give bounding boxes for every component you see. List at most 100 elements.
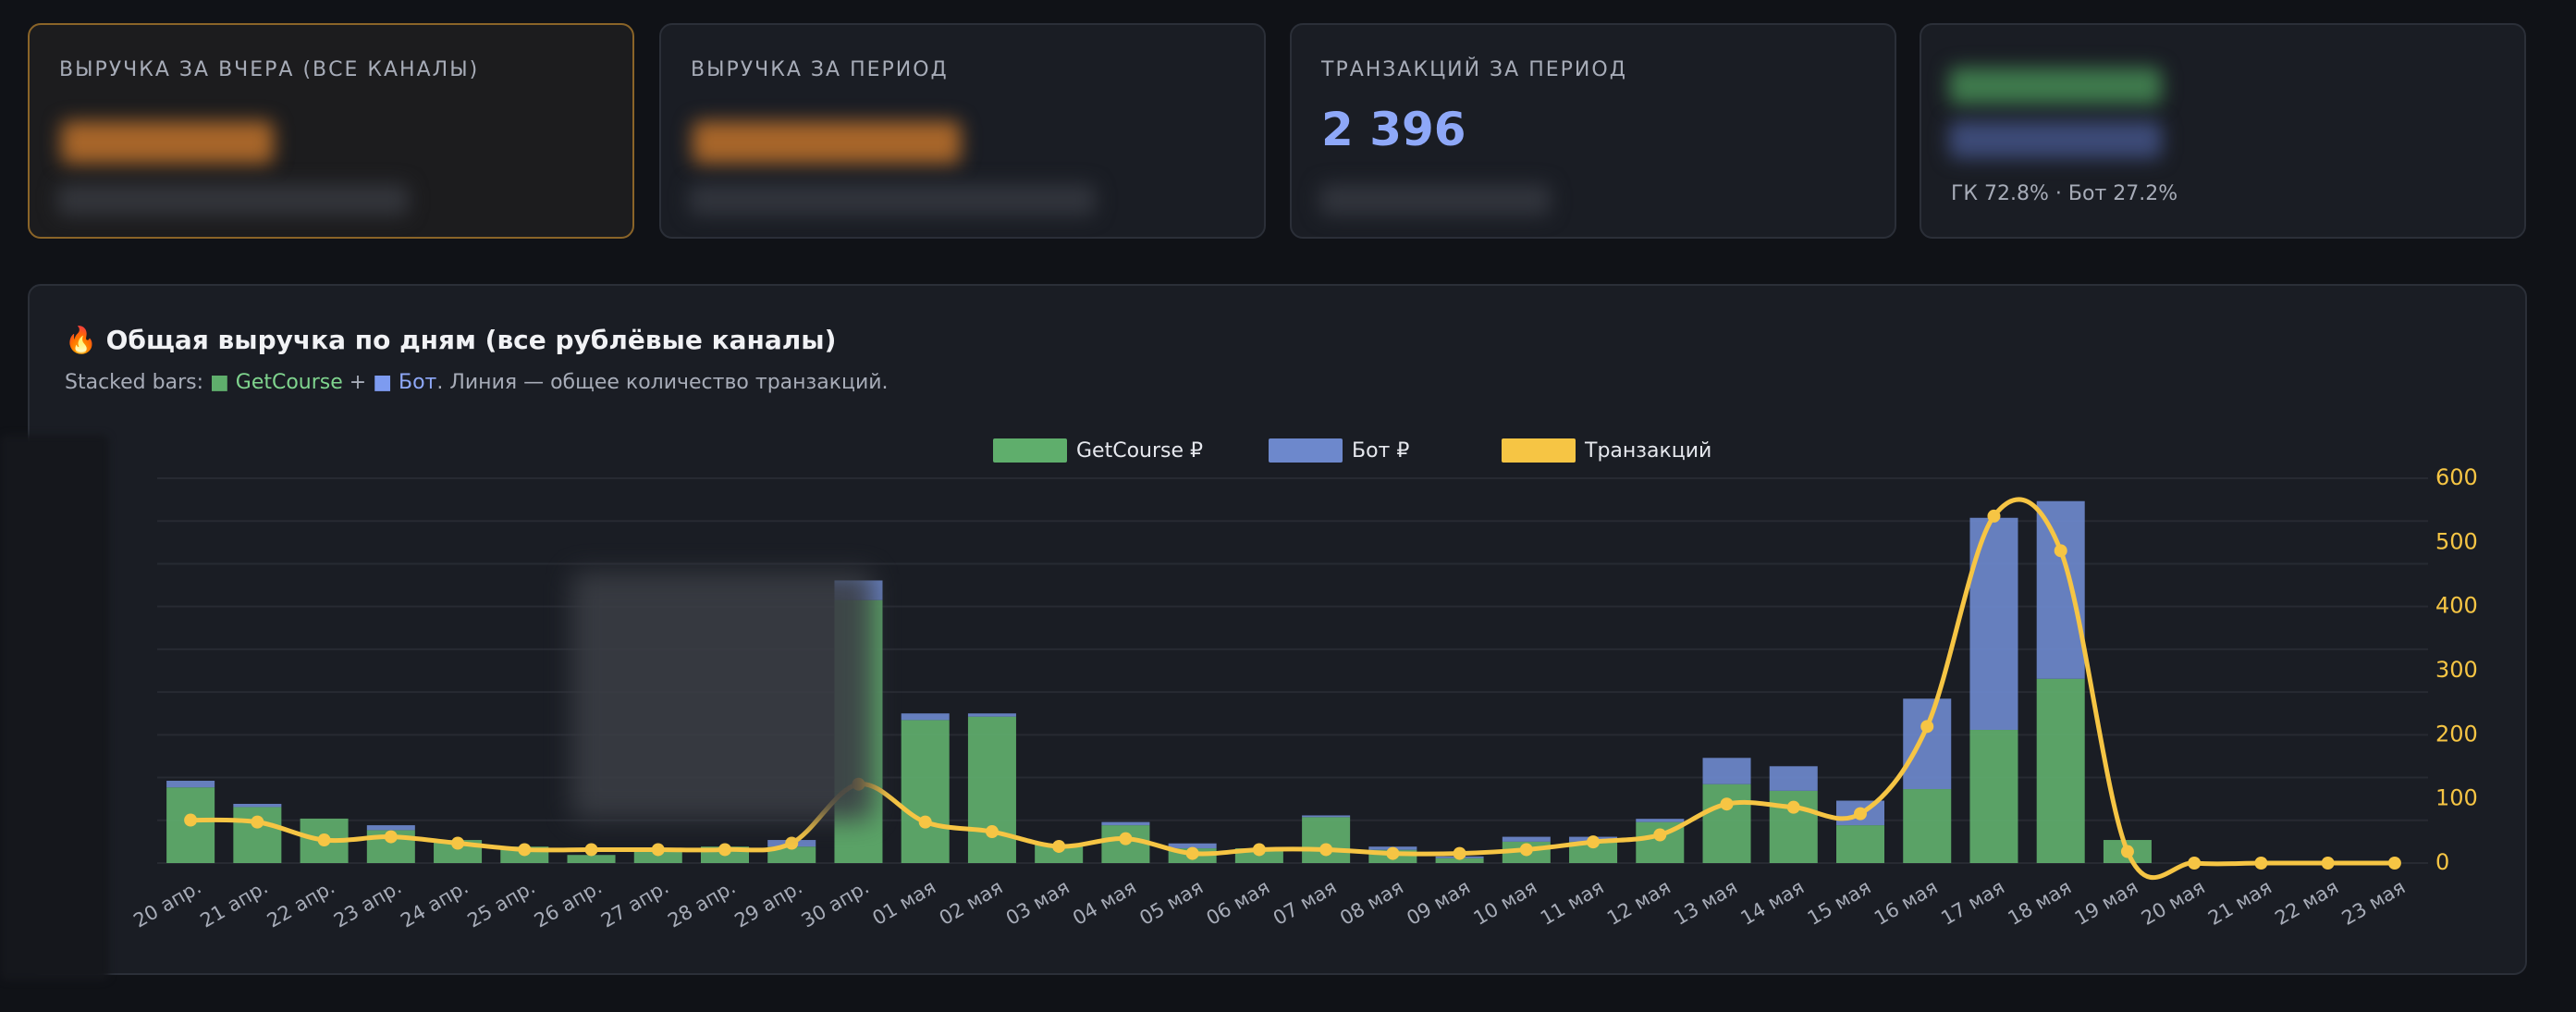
x-tick-label: 21 апр. — [197, 876, 272, 932]
y2-tick-label: 200 — [2435, 721, 2478, 747]
bar-segment — [767, 846, 816, 863]
line-point — [1453, 846, 1466, 860]
bar-segment — [2036, 678, 2085, 863]
x-tick-label: 27 апр. — [597, 876, 672, 932]
y2-tick-label: 400 — [2435, 593, 2478, 619]
x-tick-label: 05 мая — [1135, 876, 1207, 930]
x-tick-label: 20 мая — [2138, 876, 2209, 930]
line-point — [1185, 846, 1199, 860]
bar-segment — [901, 713, 950, 721]
x-tick-label: 25 апр. — [463, 876, 538, 932]
bar-segment — [901, 720, 950, 863]
line-point — [184, 813, 198, 827]
bar-segment — [366, 825, 415, 831]
x-tick-label: 17 мая — [1937, 876, 2008, 930]
x-tick-label: 30 апр. — [798, 876, 873, 932]
subtitle-text: Бот — [398, 371, 437, 394]
line-point — [451, 836, 465, 850]
line-point — [1519, 843, 1533, 857]
line-point — [584, 843, 598, 857]
line-point — [1653, 828, 1667, 842]
line-point — [1920, 720, 1934, 734]
x-tick-label: 19 мая — [2071, 876, 2142, 930]
bar-segment — [1702, 758, 1751, 784]
line-point — [2254, 857, 2268, 870]
line-point — [1987, 509, 2001, 523]
x-tick-label: 01 мая — [868, 876, 939, 930]
line-point — [2054, 544, 2067, 558]
y2-tick-label: 600 — [2435, 464, 2478, 490]
bar-segment — [1302, 817, 1351, 863]
bar-segment — [1435, 858, 1484, 863]
blurred-value — [61, 121, 274, 164]
x-tick-label: 16 мая — [1871, 876, 1942, 930]
kpi-card: ВЫРУЧКА ЗА ПЕРИОД — [659, 23, 1266, 239]
bar-segment — [1702, 784, 1751, 863]
legend-label: GetCourse ₽ — [1076, 439, 1203, 463]
legend-label: Бот ₽ — [1352, 439, 1409, 463]
x-tick-label: 20 апр. — [129, 876, 204, 932]
line-point — [518, 843, 532, 857]
line-point — [785, 836, 799, 850]
bar-segment — [1636, 819, 1685, 822]
bar-segment — [1101, 821, 1150, 826]
x-tick-label: 04 мая — [1069, 876, 1140, 930]
bar-segment — [1035, 845, 1084, 863]
x-tick-label: 09 мая — [1403, 876, 1474, 930]
x-tick-label: 07 мая — [1270, 876, 1341, 930]
bar-segment — [1903, 698, 1952, 790]
kpi-label: ВЫРУЧКА ЗА ПЕРИОД — [691, 58, 949, 81]
bar-segment — [967, 716, 1016, 863]
line-point — [1252, 843, 1266, 857]
x-tick-label: 08 мая — [1336, 876, 1407, 930]
y2-tick-label: 500 — [2435, 528, 2478, 554]
subtitle-text: + — [342, 371, 374, 394]
line-point — [1119, 832, 1133, 845]
line-point — [1386, 846, 1400, 860]
line-point — [985, 825, 999, 839]
y2-tick-label: 100 — [2435, 785, 2478, 811]
x-tick-label: 10 мая — [1470, 876, 1541, 930]
bar-segment — [1569, 841, 1618, 863]
bar-segment — [166, 781, 215, 788]
line-point — [1720, 797, 1734, 811]
kpi-card: ВЫРУЧКА ЗА ВЧЕРА (ВСЕ КАНАЛЫ) — [28, 23, 634, 239]
bar-segment — [967, 713, 1016, 717]
subtitle-text: . Линия — общее количество транзакций. — [436, 371, 889, 394]
x-tick-label: 22 апр. — [264, 876, 338, 932]
bar-segment — [1903, 789, 1952, 863]
y2-tick-label: 300 — [2435, 657, 2478, 683]
blurred-note — [57, 184, 409, 216]
line-point — [2120, 845, 2134, 858]
line-point — [1786, 800, 1800, 814]
bar-segment — [233, 807, 282, 863]
blurred-value — [1949, 68, 2162, 105]
blurred-note — [1319, 184, 1551, 216]
subtitle-text: GetCourse — [235, 371, 343, 394]
blurred-note — [689, 184, 1096, 216]
line-point — [1052, 839, 1066, 853]
bar-segment — [1168, 843, 1217, 849]
line-point — [2321, 857, 2335, 870]
legend-swatch — [993, 438, 1067, 463]
legend-label: Транзакций — [1584, 439, 1711, 463]
line-point — [384, 830, 398, 844]
legend-swatch — [1269, 438, 1343, 463]
line-point — [2188, 857, 2202, 870]
x-tick-label: 29 апр. — [730, 876, 805, 932]
kpi-label: ВЫРУЧКА ЗА ВЧЕРА (ВСЕ КАНАЛЫ) — [59, 58, 480, 81]
bar-segment — [1769, 766, 1818, 791]
line-point — [251, 815, 264, 829]
line-point — [1319, 843, 1333, 857]
chart-subtitle: Stacked bars: ■ GetCourse + ■ Бот. Линия… — [65, 371, 889, 394]
blurred-tooltip — [571, 572, 873, 820]
x-tick-label: 03 мая — [1002, 876, 1073, 930]
x-tick-label: 23 мая — [2338, 876, 2410, 930]
bar-segment — [1302, 815, 1351, 818]
kpi-note: ГК 72.8% · Бот 27.2% — [1951, 182, 2178, 205]
blurred-axis — [0, 435, 109, 981]
kpi-card: ТРАНЗАКЦИЙ ЗА ПЕРИОД 2 396 — [1290, 23, 1896, 239]
kpi-label: ТРАНЗАКЦИЙ ЗА ПЕРИОД — [1321, 58, 1627, 81]
